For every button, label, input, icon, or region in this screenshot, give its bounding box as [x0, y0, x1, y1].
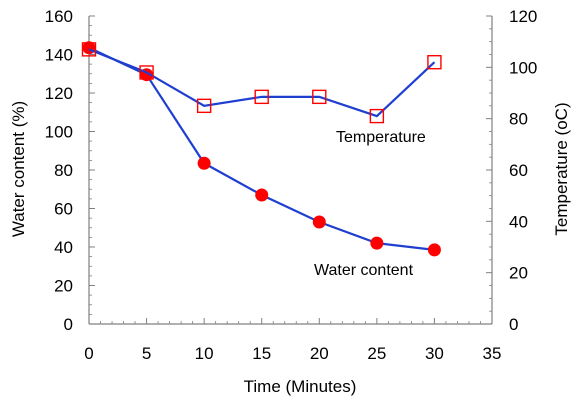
temperature-point — [254, 89, 269, 105]
y-left-tick-label: 140 — [45, 46, 73, 65]
water-content-point — [255, 188, 269, 202]
y-right-tick-label: 120 — [509, 7, 537, 26]
x-tick-label: 25 — [367, 344, 386, 363]
x-axis-title: Time (Minutes) — [244, 377, 357, 396]
water-content-series-line — [88, 46, 435, 251]
y-left-tick-label: 40 — [54, 238, 73, 257]
y-right-tick-label: 60 — [509, 161, 528, 180]
x-tick-label: 5 — [142, 344, 151, 363]
y-right-tick-label: 80 — [509, 110, 528, 129]
temperature-label: Temperature — [336, 129, 426, 146]
y-left-tick-label: 120 — [45, 84, 73, 103]
water-content-point — [312, 215, 326, 229]
axes — [88, 16, 493, 325]
y-left-tick-label: 100 — [45, 123, 73, 142]
y-right-tick-label: 0 — [509, 315, 518, 334]
water-content-point — [427, 243, 441, 257]
x-tick-label: 10 — [195, 344, 214, 363]
water-content-point — [197, 156, 211, 170]
y-left-tick-label: 0 — [64, 315, 73, 334]
x-tick-label: 30 — [425, 344, 444, 363]
temperature-point — [427, 55, 442, 70]
temperature-point — [369, 108, 385, 124]
y-left-axis-title: Water content (%) — [9, 101, 28, 237]
y-left-tick-label: 60 — [54, 200, 73, 219]
y-right-tick-label: 40 — [509, 212, 528, 231]
y-right-tick-label: 20 — [509, 264, 528, 283]
temperature-series-line — [88, 48, 436, 118]
x-tick-label: 0 — [84, 344, 93, 363]
temperature-point — [81, 42, 97, 57]
temperature-point — [139, 65, 154, 80]
x-tick-label: 35 — [483, 344, 502, 363]
temperature-point — [312, 89, 327, 105]
series-layer — [81, 41, 442, 257]
water-content-label: Water content — [314, 262, 414, 279]
ticks: 0 5 10 15 20 25 30 35 0 20 40 60 80 100 120 140 160 0 20 40… — [45, 7, 538, 363]
y-left-tick-label: 20 — [54, 277, 73, 296]
y-left-tick-label: 160 — [45, 7, 73, 26]
y-right-tick-label: 100 — [509, 58, 537, 77]
y-right-axis-title: Temperature (oC) — [552, 102, 571, 235]
x-tick-label: 15 — [252, 344, 271, 363]
temperature-point — [196, 98, 212, 114]
x-tick-label: 20 — [310, 344, 329, 363]
y-left-tick-label: 80 — [54, 161, 73, 180]
water-content-point — [370, 236, 384, 250]
